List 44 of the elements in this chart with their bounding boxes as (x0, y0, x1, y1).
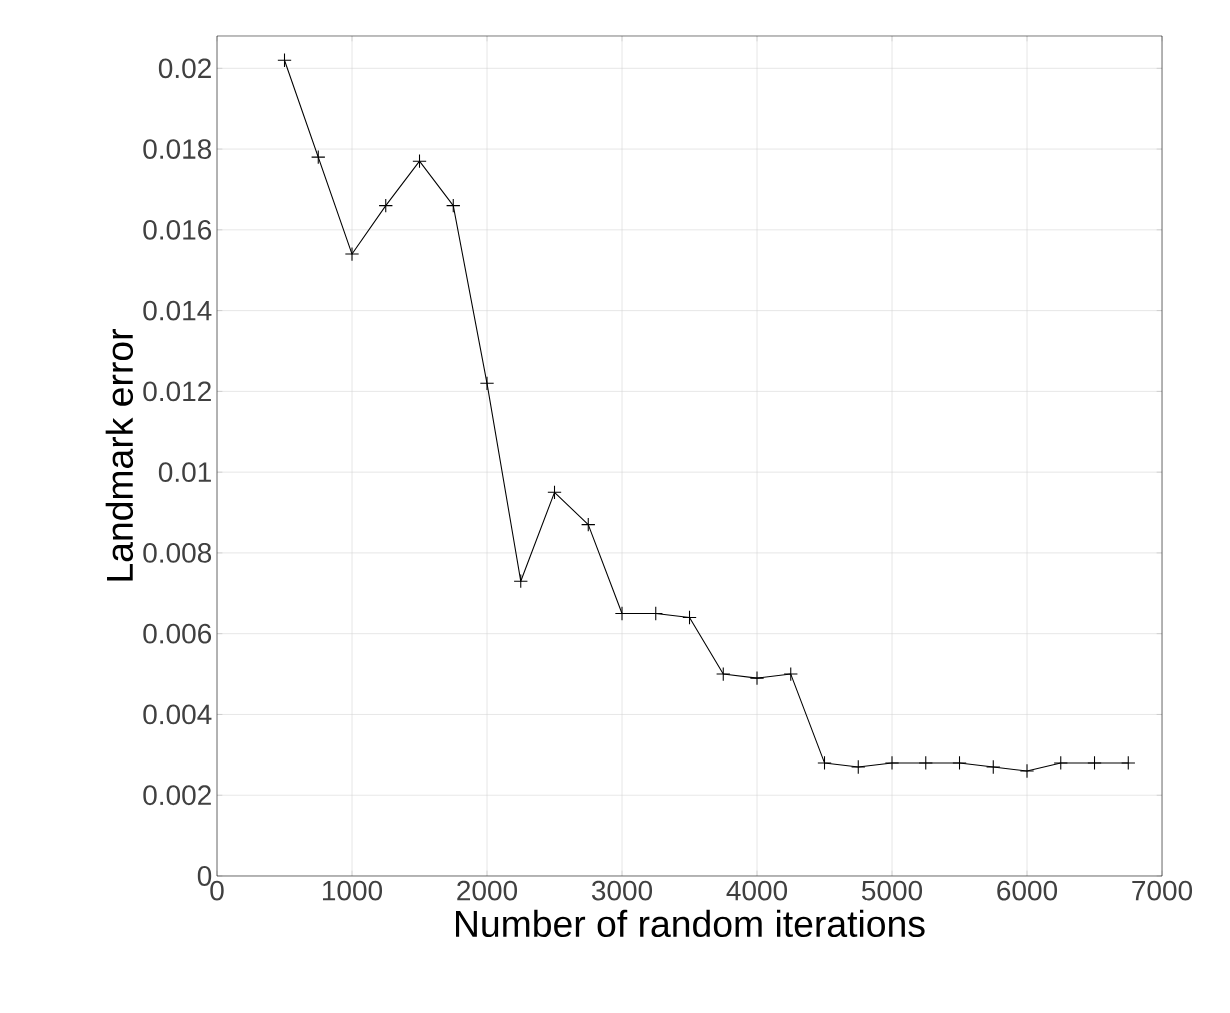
point (1019, 763, 1035, 779)
point (547, 485, 562, 500)
y-tick-label: 0 (197, 866, 212, 886)
point (952, 755, 967, 771)
y-tick-label: 0.006 (143, 623, 212, 644)
x-tick-label: 2000 (457, 880, 518, 901)
point (513, 573, 528, 589)
point (1053, 755, 1068, 771)
y-tick-label: 0.02 (158, 58, 211, 79)
point (783, 666, 798, 682)
point (311, 149, 326, 165)
y-tick-label: 0.014 (143, 300, 212, 321)
point (446, 198, 461, 213)
x-tick-label: 1000 (322, 880, 383, 901)
y-tick-label: 0.004 (143, 704, 212, 725)
y-tick-label: 0.018 (143, 139, 212, 159)
point (884, 755, 900, 771)
point (344, 246, 360, 262)
y-tick-label: 0.01 (158, 462, 211, 483)
x-tick-label: 4000 (726, 880, 788, 901)
point (1121, 755, 1136, 771)
y-tick-label: 0.016 (143, 219, 212, 240)
point (986, 759, 1001, 775)
x-axis-title: Number of random iterations (456, 909, 925, 938)
x-tick-label: 3000 (591, 880, 653, 901)
point (581, 517, 596, 532)
point (682, 610, 697, 625)
point (918, 755, 933, 771)
point (851, 759, 866, 775)
y-axis-title: Landmark error (105, 329, 134, 581)
point (277, 53, 292, 68)
x-tick-label: 7000 (1132, 880, 1193, 901)
y-tick-label: 0.012 (143, 381, 211, 402)
point (716, 666, 731, 682)
point (1087, 755, 1102, 771)
x-tick-label: 6000 (997, 880, 1058, 901)
point (817, 755, 832, 771)
y-tick-label: 0.008 (143, 543, 212, 563)
point (479, 376, 495, 391)
point (378, 198, 393, 213)
point (412, 153, 427, 169)
x-tick-label: 5000 (861, 880, 923, 901)
point (749, 670, 765, 686)
y-tick-label: 0.002 (143, 785, 211, 806)
